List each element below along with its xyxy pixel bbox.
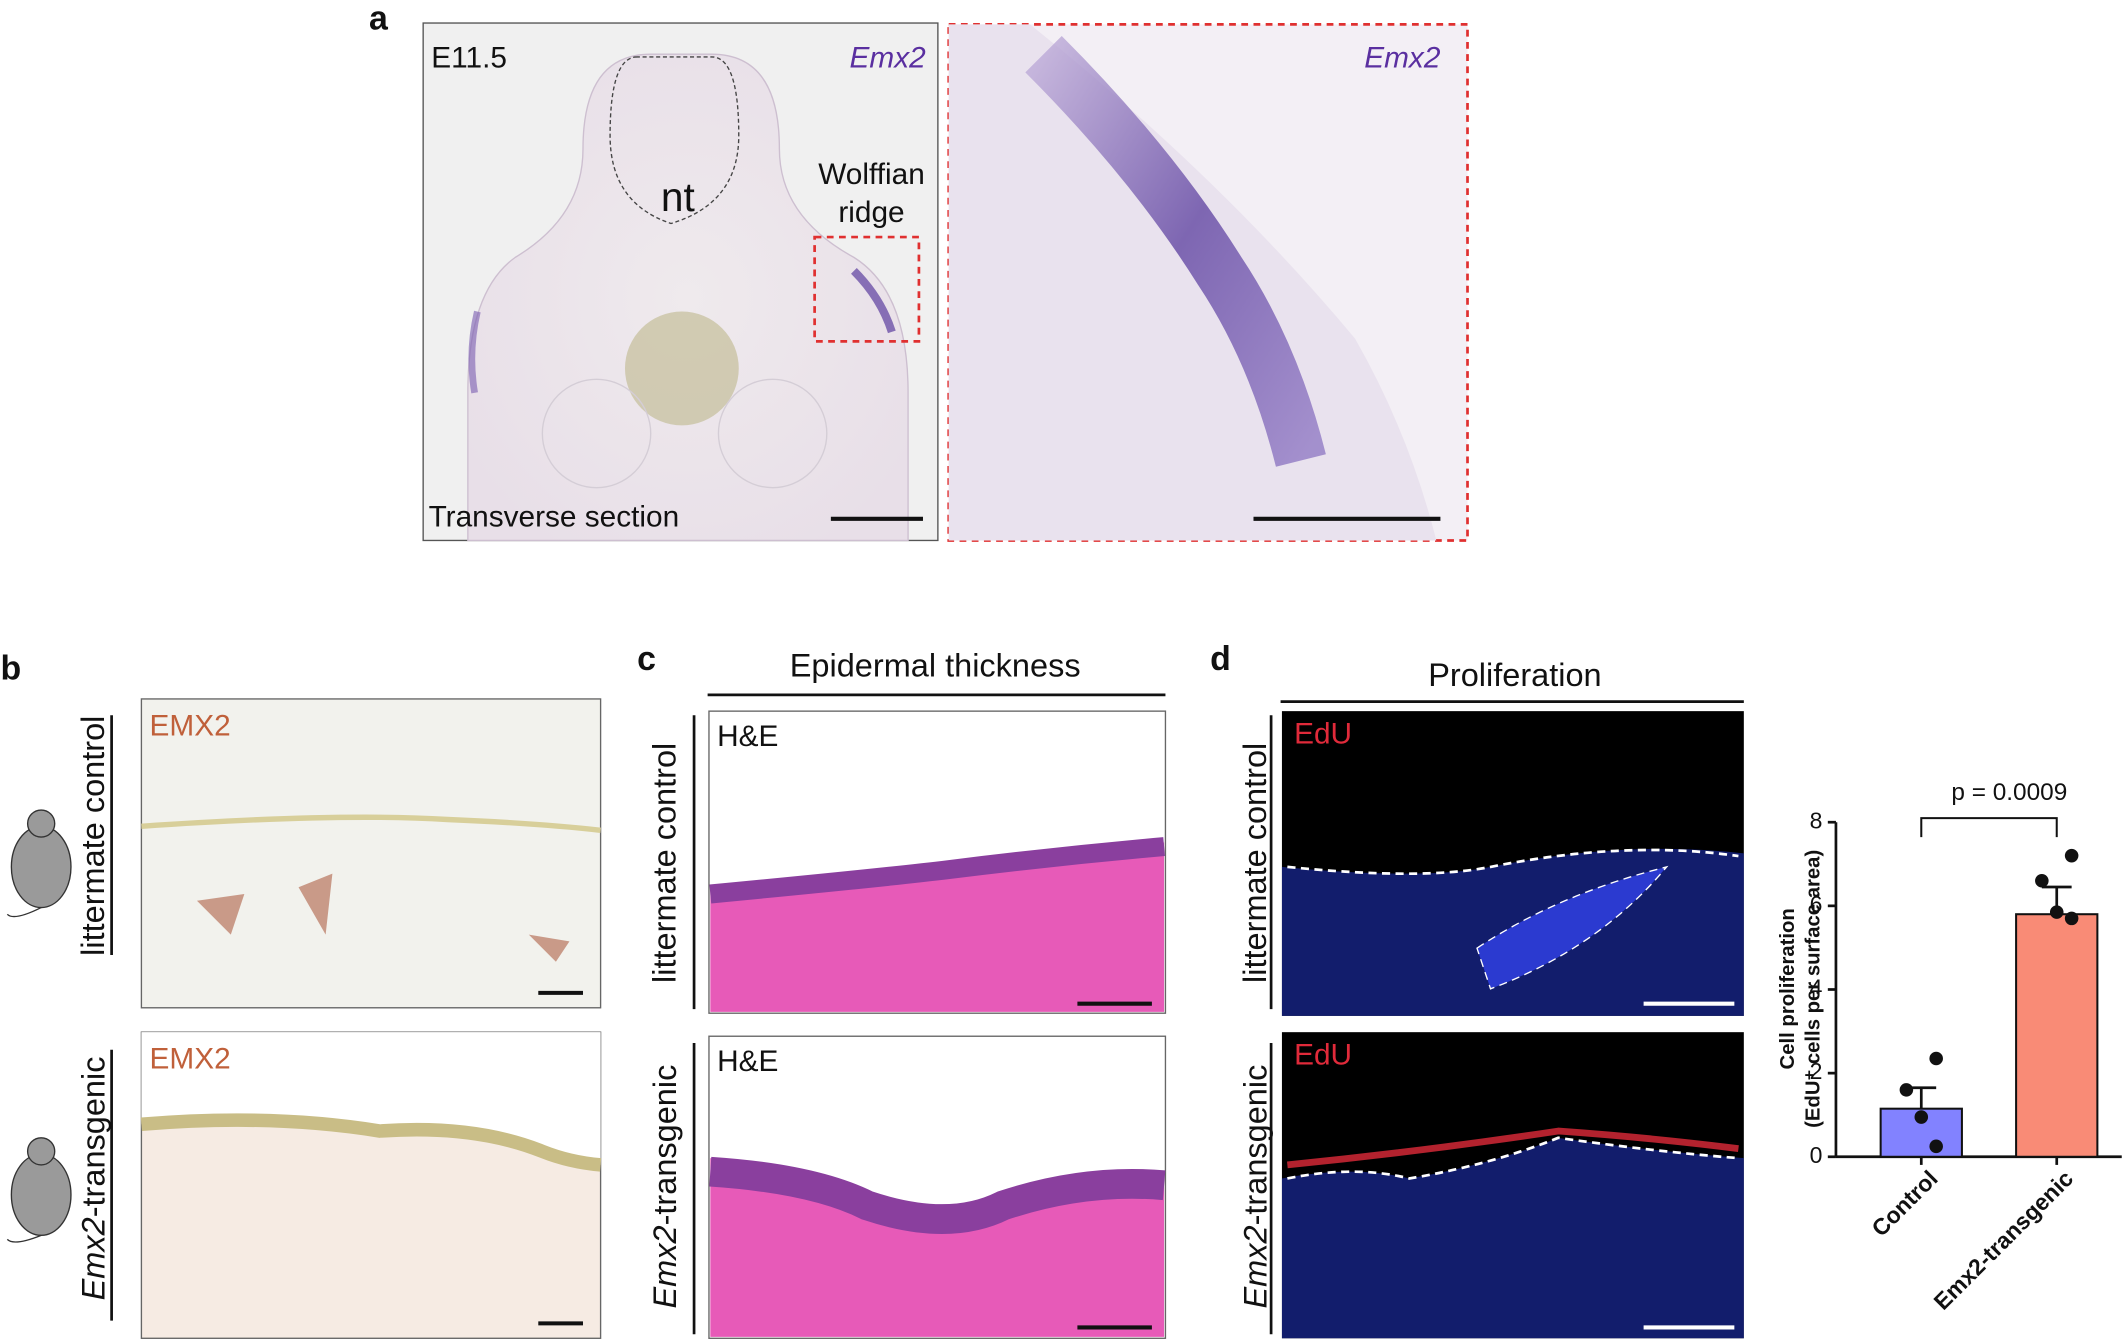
- stain-label: H&E: [717, 1045, 778, 1078]
- label-part: Emx2: [647, 1225, 683, 1308]
- notochord: [624, 311, 739, 426]
- stain: [851, 268, 896, 334]
- panel-letter: b: [1, 649, 22, 687]
- data-point: [1914, 1110, 1929, 1124]
- stain: [468, 310, 481, 394]
- tissue: [140, 1113, 602, 1172]
- label: Transverse section: [429, 501, 680, 534]
- x-tick-label: Emx2-transgenic: [1929, 1165, 2079, 1315]
- bar-chart: 0 2 4 6 8 Cell proliferation (EdU⁺ cells per s…: [1777, 779, 2122, 1315]
- data-point: [1929, 1139, 1943, 1154]
- label: E11.5: [431, 41, 507, 74]
- panel-title: Epidermal thickness: [790, 647, 1081, 683]
- panel-letter: a: [369, 0, 389, 37]
- data-point: [2064, 848, 2079, 863]
- label: Emx2: [1364, 41, 1441, 74]
- label-part: Emx2: [1237, 1225, 1273, 1308]
- label: Wolffian: [818, 158, 925, 191]
- row-label: Emx2-transgenic: [647, 1065, 683, 1309]
- panel-letter: c: [637, 640, 656, 678]
- stain: [1287, 1127, 1739, 1169]
- row-label: Emx2-transgenic: [75, 1057, 111, 1301]
- tissue: [709, 837, 1165, 904]
- row-label: littermate control: [1237, 743, 1273, 983]
- label-part: -transgenic: [75, 1057, 111, 1218]
- x-tick-label: Control: [1866, 1165, 1942, 1241]
- bar: [2015, 913, 2099, 1158]
- tissue: [541, 378, 652, 489]
- tissue: [717, 378, 828, 489]
- data-point: [1929, 1051, 1943, 1066]
- outline: [609, 56, 740, 225]
- y-tick-label: 6: [1810, 891, 1823, 917]
- label: ridge: [838, 196, 904, 229]
- mouse-icon: [6, 1137, 72, 1243]
- label: nt: [661, 174, 695, 220]
- y-axis-label: Cell proliferation: [1777, 908, 1799, 1069]
- stain-label: EMX2: [150, 709, 231, 742]
- stain-label: EdU: [1294, 717, 1352, 750]
- follicle: [1476, 865, 1669, 990]
- y-axis-label: (EdU⁺ cells per surface area): [1803, 850, 1825, 1128]
- annotation: p = 0.0009: [1951, 779, 2067, 806]
- outline: [1287, 1136, 1739, 1180]
- tissue: [709, 1156, 1166, 1234]
- significance-bracket: [1920, 817, 2058, 838]
- tissue: [1281, 1137, 1744, 1339]
- mouse-icon: [6, 809, 72, 918]
- stain: [1025, 35, 1326, 467]
- data-point: [2064, 911, 2079, 926]
- data-point: [1899, 1083, 1914, 1097]
- label-part: Emx2: [75, 1217, 111, 1300]
- image-panel: [140, 698, 602, 1009]
- y-tick-label: 0: [1810, 1142, 1823, 1168]
- y-tick-label: 2: [1810, 1058, 1823, 1084]
- label-part: -transgenic: [1237, 1065, 1273, 1226]
- row-label: littermate control: [75, 716, 111, 956]
- embryo: [467, 53, 909, 542]
- panel-title: Proliferation: [1428, 657, 1601, 693]
- data-point: [2049, 905, 2064, 919]
- data-point: [2035, 873, 2049, 888]
- y-tick-label: 8: [1810, 807, 1823, 833]
- row-label: Emx2-transgenic: [1237, 1065, 1273, 1309]
- outline: [1287, 848, 1739, 876]
- stain-label: H&E: [717, 720, 778, 753]
- stain-label: EMX2: [150, 1042, 231, 1075]
- panel-letter: d: [1210, 640, 1231, 678]
- row-label: littermate control: [647, 743, 683, 983]
- tissue: [141, 814, 601, 834]
- label: Emx2: [850, 41, 927, 74]
- zoom-box: [813, 235, 921, 343]
- label-part: -transgenic: [647, 1065, 683, 1226]
- tissue: [948, 24, 1437, 541]
- y-tick-label: 4: [1810, 975, 1823, 1001]
- stain-label: EdU: [1294, 1038, 1352, 1071]
